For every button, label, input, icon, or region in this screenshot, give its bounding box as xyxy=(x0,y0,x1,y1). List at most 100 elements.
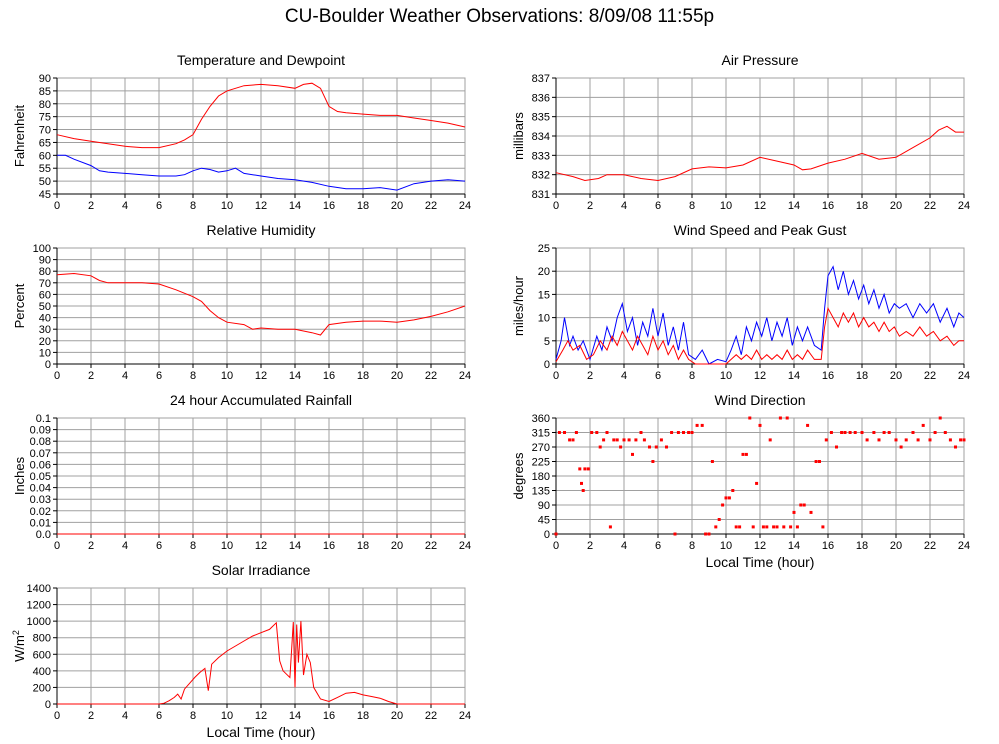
data-point xyxy=(724,496,728,500)
data-point xyxy=(608,525,612,529)
y-tick-label: 225 xyxy=(532,457,550,469)
y-tick-label: 85 xyxy=(39,86,51,98)
y-axis-label: Inches xyxy=(12,456,27,495)
data-point xyxy=(648,445,651,449)
y-tick-label: 831 xyxy=(532,189,550,201)
data-point xyxy=(821,525,825,529)
x-tick-label: 14 xyxy=(289,370,301,382)
data-point xyxy=(877,438,881,442)
x-tick-label: 18 xyxy=(856,200,868,212)
x-tick-label: 12 xyxy=(255,370,267,382)
y-tick-label: 0.08 xyxy=(30,436,51,448)
data-point xyxy=(590,431,594,434)
data-point xyxy=(695,423,699,427)
data-point xyxy=(765,525,769,529)
y-tick-label: 837 xyxy=(532,73,550,85)
x-tick-label: 10 xyxy=(720,540,732,552)
x-tick-label: 2 xyxy=(587,200,593,212)
x-tick-label: 24 xyxy=(459,200,471,212)
x-tick-label: 4 xyxy=(621,540,627,552)
data-point xyxy=(802,503,806,507)
x-tick-label: 6 xyxy=(156,200,162,212)
y-tick-label: 0.06 xyxy=(30,459,51,471)
y-tick-label: 25 xyxy=(538,243,550,255)
x-tick-label: 0 xyxy=(54,710,60,722)
data-point xyxy=(639,431,643,434)
data-point xyxy=(665,445,668,449)
data-point xyxy=(882,431,886,434)
x-tick-label: 16 xyxy=(323,370,335,382)
data-point xyxy=(642,438,646,442)
y-tick-label: 270 xyxy=(532,442,550,454)
y-tick-label: 100 xyxy=(33,243,51,255)
data-point xyxy=(682,431,685,434)
x-tick-label: 8 xyxy=(190,710,196,722)
x-tick-label: 4 xyxy=(122,370,128,382)
data-point xyxy=(659,438,663,442)
x-tick-label: 8 xyxy=(190,540,196,552)
x-tick-label: 20 xyxy=(890,200,902,212)
x-axis-label: Local Time (hour) xyxy=(706,554,815,570)
x-tick-label: 12 xyxy=(754,370,766,382)
x-tick-label: 20 xyxy=(391,540,403,552)
y-tick-label: 200 xyxy=(33,682,51,694)
x-tick-label: 18 xyxy=(357,710,369,722)
data-point xyxy=(899,445,903,449)
x-tick-label: 6 xyxy=(655,540,661,552)
x-tick-label: 12 xyxy=(754,540,766,552)
data-point xyxy=(700,423,704,427)
series-line-1 xyxy=(555,306,964,365)
x-tick-label: 20 xyxy=(391,370,403,382)
x-tick-label: 4 xyxy=(122,200,128,212)
y-tick-label: 1400 xyxy=(27,583,51,595)
x-tick-label: 24 xyxy=(459,370,471,382)
x-tick-label: 20 xyxy=(890,370,902,382)
x-tick-label: 2 xyxy=(88,710,94,722)
y-tick-label: 0.05 xyxy=(30,471,51,483)
data-point xyxy=(943,431,947,434)
y-tick-label: 1000 xyxy=(27,616,51,628)
x-tick-label: 16 xyxy=(822,540,834,552)
chart-title: Air Pressure xyxy=(721,52,798,68)
x-tick-label: 20 xyxy=(391,200,403,212)
y-tick-label: 55 xyxy=(39,163,51,175)
data-point xyxy=(860,431,864,434)
data-point xyxy=(778,416,782,420)
y-tick-label: 90 xyxy=(538,500,550,512)
y-tick-label: 10 xyxy=(538,313,550,325)
chart-title: Temperature and Dewpoint xyxy=(177,52,345,68)
data-point xyxy=(602,438,606,442)
y-tick-label: 0.07 xyxy=(30,448,51,460)
data-point xyxy=(634,438,638,442)
data-point xyxy=(748,416,752,420)
y-tick-label: 0.09 xyxy=(30,425,51,437)
y-tick-label: 20 xyxy=(39,336,51,348)
data-point xyxy=(840,431,844,434)
chart-title: Wind Speed and Peak Gust xyxy=(674,222,847,238)
x-tick-label: 4 xyxy=(122,710,128,722)
x-tick-label: 8 xyxy=(689,370,695,382)
y-axis-label: millibars xyxy=(511,112,526,160)
y-tick-label: 80 xyxy=(39,266,51,278)
x-tick-label: 0 xyxy=(553,370,559,382)
x-tick-label: 16 xyxy=(323,710,335,722)
y-tick-label: 45 xyxy=(39,189,51,201)
chart-title: Solar Irradiance xyxy=(212,562,311,578)
data-point xyxy=(824,438,828,442)
data-point xyxy=(872,431,876,434)
y-tick-label: 40 xyxy=(39,313,51,325)
x-tick-label: 18 xyxy=(357,540,369,552)
x-tick-label: 0 xyxy=(54,540,60,552)
x-tick-label: 2 xyxy=(587,370,593,382)
data-point xyxy=(911,431,915,434)
y-tick-label: 50 xyxy=(39,176,51,188)
x-tick-label: 18 xyxy=(357,370,369,382)
data-point xyxy=(571,438,575,442)
y-tick-label: 0.0 xyxy=(36,529,51,541)
data-point xyxy=(568,438,572,442)
data-point xyxy=(580,481,583,485)
y-tick-label: 835 xyxy=(532,112,550,124)
